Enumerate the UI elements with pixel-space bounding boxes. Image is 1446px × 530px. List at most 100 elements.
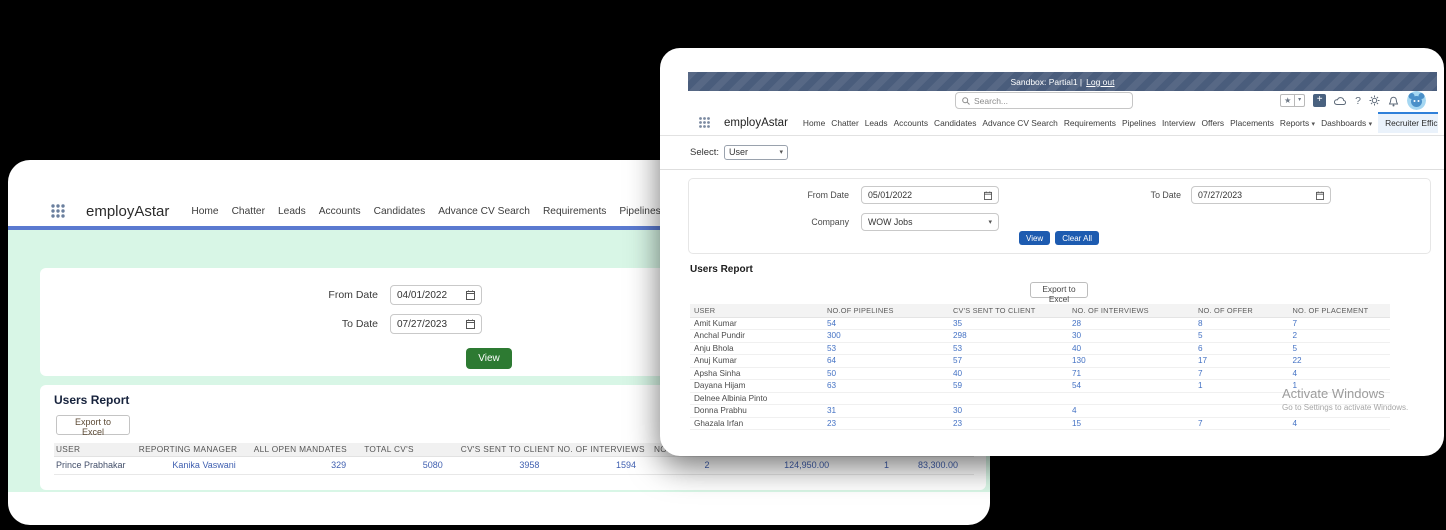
- tab-recruiter-efficiency-report[interactable]: Recruiter Efficiency Report: [1378, 112, 1438, 133]
- offer-cell[interactable]: 1: [1194, 379, 1289, 393]
- pipelines-cell[interactable]: 50: [823, 367, 949, 380]
- from-date-input[interactable]: 04/01/2022: [390, 285, 482, 305]
- offer-cell[interactable]: [1194, 404, 1289, 418]
- placement-cell[interactable]: 1: [1288, 379, 1390, 393]
- calendar-icon[interactable]: [466, 319, 475, 329]
- table-cell[interactable]: Prince Prabhakar: [54, 456, 137, 475]
- global-actions-plus-icon[interactable]: +: [1313, 94, 1327, 107]
- from-date-input[interactable]: 05/01/2022: [861, 186, 999, 204]
- placement-cell[interactable]: 2: [1288, 329, 1390, 343]
- user-name-cell[interactable]: Anju Bhola: [690, 342, 823, 355]
- nav-tab[interactable]: Placements ▾: [1230, 117, 1274, 128]
- to-date-input[interactable]: 07/27/2023: [1191, 186, 1331, 204]
- view-button[interactable]: View: [1019, 231, 1051, 245]
- nav-tab[interactable]: Leads ▾: [864, 117, 888, 128]
- nav-tab[interactable]: Accounts: [318, 205, 361, 217]
- view-button[interactable]: View: [466, 348, 512, 369]
- cvs-sent-cell[interactable]: 59: [949, 379, 1068, 393]
- pipelines-cell[interactable]: 63: [823, 379, 949, 393]
- pipelines-cell[interactable]: 54: [823, 317, 949, 330]
- offer-cell[interactable]: 17: [1194, 354, 1289, 368]
- cvs-sent-cell[interactable]: 40: [949, 367, 1068, 380]
- nav-tab[interactable]: Home: [191, 205, 219, 217]
- user-name-cell[interactable]: Apsha Sinha: [690, 367, 823, 380]
- pipelines-cell[interactable]: 53: [823, 342, 949, 355]
- cvs-sent-cell[interactable]: 23: [949, 417, 1068, 430]
- pipelines-cell[interactable]: 300: [823, 329, 949, 343]
- company-select[interactable]: WOW Jobs ▾: [861, 213, 999, 231]
- export-to-excel-button[interactable]: Export to Excel: [1030, 282, 1088, 304]
- user-name-cell[interactable]: Amit Kumar: [690, 317, 823, 330]
- user-name-cell[interactable]: Ghazala Irfan: [690, 417, 823, 430]
- interviews-cell[interactable]: 15: [1068, 417, 1194, 430]
- table-cell[interactable]: 83,300.00: [904, 456, 974, 475]
- user-name-cell[interactable]: Anchal Pundir: [690, 329, 823, 343]
- table-cell[interactable]: 3958: [458, 456, 556, 475]
- pipelines-cell[interactable]: 23: [823, 417, 949, 430]
- cvs-sent-cell[interactable]: 57: [949, 354, 1068, 368]
- interviews-cell[interactable]: 30: [1068, 329, 1194, 343]
- nav-tab[interactable]: Dashboards ▾: [1321, 117, 1373, 128]
- settings-gear-icon[interactable]: [1369, 95, 1380, 106]
- offer-cell[interactable]: 8: [1194, 317, 1289, 330]
- placement-cell[interactable]: [1288, 404, 1390, 418]
- interviews-cell[interactable]: 54: [1068, 379, 1194, 393]
- interviews-cell[interactable]: 4: [1068, 404, 1194, 418]
- pipelines-cell[interactable]: 64: [823, 354, 949, 368]
- notification-bell-icon[interactable]: [1388, 95, 1399, 107]
- table-cell[interactable]: 124,950.00: [725, 456, 846, 475]
- cvs-sent-cell[interactable]: 35: [949, 317, 1068, 330]
- nav-tab[interactable]: Chatter: [231, 205, 265, 217]
- cvs-sent-cell[interactable]: 30: [949, 404, 1068, 418]
- calendar-icon[interactable]: [1316, 191, 1324, 200]
- placement-cell[interactable]: [1288, 392, 1390, 405]
- interviews-cell[interactable]: 40: [1068, 342, 1194, 355]
- interviews-cell[interactable]: 28: [1068, 317, 1194, 330]
- setup-cloud-icon[interactable]: [1334, 96, 1347, 106]
- nav-tab[interactable]: Requirements: [542, 205, 607, 217]
- nav-tab[interactable]: Advance CV Search ▾: [982, 117, 1058, 128]
- table-cell[interactable]: 1: [845, 456, 905, 475]
- pipelines-cell[interactable]: 31: [823, 404, 949, 418]
- offer-cell[interactable]: 7: [1194, 417, 1289, 430]
- nav-tab[interactable]: Pipelines: [619, 205, 661, 217]
- nav-tab[interactable]: Home ▾: [802, 117, 826, 128]
- nav-tab[interactable]: Accounts ▾: [893, 117, 929, 128]
- nav-tab[interactable]: Interview ▾: [1161, 117, 1196, 128]
- cvs-sent-cell[interactable]: 53: [949, 342, 1068, 355]
- placement-cell[interactable]: 4: [1288, 367, 1390, 380]
- offer-cell[interactable]: 5: [1194, 329, 1289, 343]
- calendar-icon[interactable]: [466, 290, 475, 300]
- nav-tab[interactable]: Candidates: [373, 205, 426, 217]
- nav-tab[interactable]: Chatter ▾: [831, 117, 859, 128]
- offer-cell[interactable]: 6: [1194, 342, 1289, 355]
- table-cell[interactable]: 5080: [362, 456, 459, 475]
- cvs-sent-cell[interactable]: [949, 392, 1068, 405]
- table-cell[interactable]: 2: [651, 456, 726, 475]
- nav-tab[interactable]: Candidates ▾: [934, 117, 977, 128]
- placement-cell[interactable]: 4: [1288, 417, 1390, 430]
- nav-tab[interactable]: Advance CV Search: [438, 205, 530, 217]
- user-name-cell[interactable]: Delnee Albinia Pinto: [690, 392, 823, 405]
- placement-cell[interactable]: 7: [1288, 317, 1390, 330]
- interviews-cell[interactable]: 71: [1068, 367, 1194, 380]
- calendar-icon[interactable]: [984, 191, 992, 200]
- export-to-excel-button[interactable]: Export to Excel: [56, 415, 130, 437]
- logout-link[interactable]: Log out: [1086, 76, 1115, 87]
- to-date-input[interactable]: 07/27/2023: [390, 314, 482, 334]
- cvs-sent-cell[interactable]: 298: [949, 329, 1068, 343]
- pipelines-cell[interactable]: [823, 392, 949, 405]
- app-launcher-grid-icon[interactable]: [698, 116, 711, 129]
- user-name-cell[interactable]: Dayana Hijam: [690, 379, 823, 393]
- offer-cell[interactable]: 7: [1194, 367, 1289, 380]
- placement-cell[interactable]: 22: [1288, 354, 1390, 368]
- placement-cell[interactable]: 5: [1288, 342, 1390, 355]
- clear-all-button[interactable]: Clear All: [1055, 231, 1099, 245]
- table-cell[interactable]: 1594: [555, 456, 652, 475]
- user-name-cell[interactable]: Donna Prabhu: [690, 404, 823, 418]
- interviews-cell[interactable]: [1068, 392, 1194, 405]
- nav-tab[interactable]: Pipelines ▾: [1121, 117, 1156, 128]
- report-type-select[interactable]: User ▾: [724, 144, 789, 160]
- help-icon[interactable]: ?: [1355, 94, 1361, 107]
- nav-tab[interactable]: Leads: [277, 205, 306, 217]
